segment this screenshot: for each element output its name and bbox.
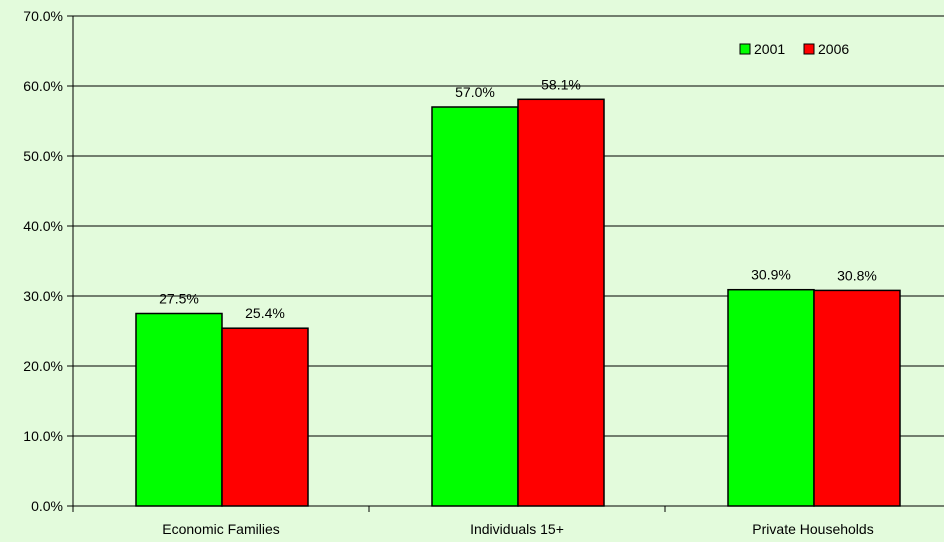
data-label: 27.5%	[159, 291, 199, 307]
bar-2001-2	[727, 288, 815, 507]
legend-label: 2006	[818, 41, 849, 57]
data-label: 57.0%	[455, 84, 495, 100]
y-tick-label: 10.0%	[23, 428, 63, 444]
y-tick-label: 70.0%	[23, 8, 63, 24]
y-tick-label: 30.0%	[23, 288, 63, 304]
y-tick-label: 20.0%	[23, 358, 63, 374]
y-tick-label: 0.0%	[31, 498, 63, 514]
y-tick-label: 40.0%	[23, 218, 63, 234]
bar-2006-0	[221, 327, 309, 507]
data-label: 30.9%	[751, 267, 791, 283]
data-label: 25.4%	[245, 305, 285, 321]
x-category-label: Individuals 15+	[470, 521, 564, 537]
data-label: 30.8%	[837, 267, 877, 283]
y-tick-label: 60.0%	[23, 78, 63, 94]
legend-label: 2001	[754, 41, 785, 57]
data-label: 58.1%	[541, 76, 581, 92]
legend-swatch-2006	[803, 43, 815, 55]
bar-2006-2	[813, 289, 901, 507]
bar-2001-1	[431, 106, 519, 507]
bar-2006-1	[517, 98, 605, 507]
legend-swatch-2001	[739, 43, 751, 55]
bar-2001-0	[135, 312, 223, 507]
x-category-label: Private Households	[752, 521, 873, 537]
y-tick-label: 50.0%	[23, 148, 63, 164]
x-category-label: Economic Families	[162, 521, 279, 537]
